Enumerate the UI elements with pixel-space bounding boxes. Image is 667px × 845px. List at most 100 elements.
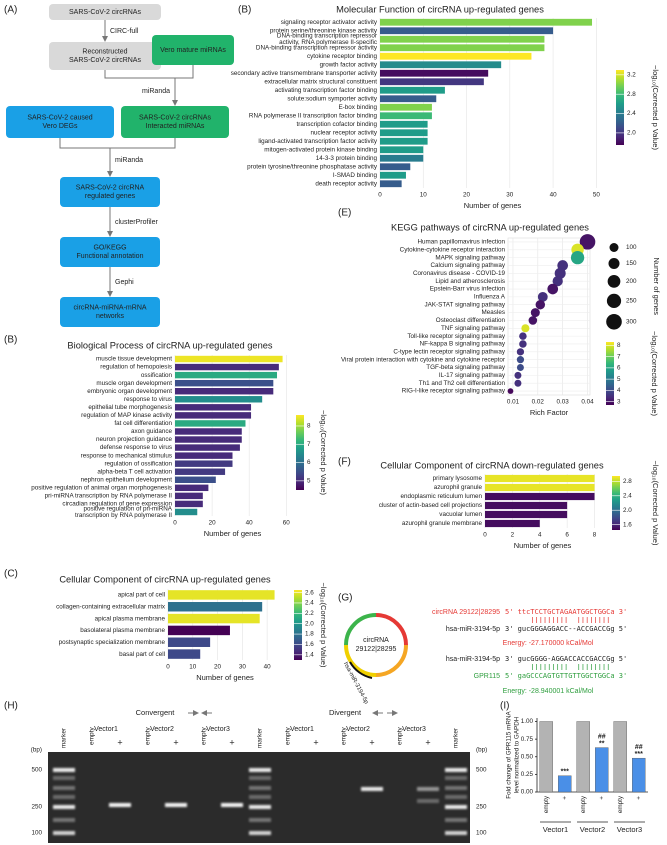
bar: [613, 721, 627, 793]
colorbar-tick-label: 2.6: [305, 589, 314, 596]
gel-band: [53, 818, 75, 822]
chart-title: Molecular Function of circRNA up-regulat…: [336, 4, 544, 14]
category-label: response to mechanical stimulus: [81, 452, 172, 459]
lane-label: +: [425, 737, 430, 747]
x-axis-label: Number of genes: [464, 201, 522, 210]
colorbar-tick-label: 6: [307, 459, 311, 466]
category-label: RNA polymerase II transcription factor b…: [249, 112, 378, 119]
category-label: DNA-binding transcription repressor acti…: [256, 44, 378, 51]
bar: [380, 171, 406, 179]
dot: [516, 348, 525, 356]
node-label: circRNA-miRNA-mRNA: [73, 305, 146, 312]
group-label: Vector3: [617, 825, 642, 834]
dot: [521, 324, 530, 333]
bar: [380, 61, 502, 69]
colorbar-title: −log₁₀(Corrected p Value): [319, 410, 328, 495]
bar: [485, 519, 540, 528]
panel-label: (B): [4, 335, 17, 346]
bar: [380, 35, 545, 43]
gel-group: Convergent: [136, 708, 176, 717]
seq-name: hsa-miR-3194-5p: [446, 626, 500, 633]
colorbar-tick-label: 4: [617, 387, 621, 394]
category-label: Osteoclast differentiation: [436, 317, 506, 324]
bar: [168, 590, 275, 600]
bar: [175, 388, 274, 395]
bar: [175, 371, 278, 379]
dot: [519, 332, 527, 340]
bar: [485, 492, 595, 501]
seq-name: hsa-miR-3194-5p: [446, 656, 500, 663]
node-label: SARS-CoV-2 caused: [27, 115, 92, 122]
panel-label: (G): [338, 593, 352, 604]
annotation: ##: [635, 744, 643, 751]
flow-node: [152, 35, 234, 65]
bar: [380, 103, 432, 111]
category-label: ossification: [141, 372, 173, 379]
flow-node: [49, 42, 161, 70]
lane-label: empty: [201, 727, 208, 745]
dot: [579, 234, 596, 250]
bar: [175, 363, 279, 371]
node-label: GO/KEGG: [93, 245, 126, 252]
category-label: nephron epithelium development: [81, 476, 173, 483]
bar: [380, 27, 554, 35]
colorbar: [294, 590, 302, 660]
category-label: defense response to virus: [100, 444, 172, 451]
bar: [380, 44, 545, 52]
dot: [547, 283, 559, 295]
bar: [175, 428, 242, 435]
lane-label: +: [369, 737, 374, 747]
bar: [485, 474, 595, 483]
category-label: protein serine/threonine kinase activity: [270, 27, 378, 34]
colorbar-title: −log₁₀(Corrected p Value): [319, 583, 328, 668]
x-tick-label: 6: [565, 532, 569, 539]
annotation: ##: [598, 733, 606, 740]
category-label: Toll-like receptor signaling pathway: [407, 333, 506, 340]
x-tick-label: 0: [378, 192, 382, 199]
colorbar-tick-label: 1.6: [623, 521, 632, 528]
category-label: transcription by RNA polymerase II: [75, 512, 172, 519]
dot: [530, 308, 540, 318]
dot: [552, 276, 563, 287]
bar: [380, 146, 424, 154]
x-tick-label: 0.02: [532, 399, 545, 406]
x-axis-label: Number of genes: [514, 541, 572, 550]
x-tick-label: empty: [543, 795, 550, 813]
colorbar-tick-label: 3: [617, 398, 621, 405]
category-label: TNF signaling pathway: [441, 325, 506, 332]
category-label: basolateral plasma membrane: [80, 627, 165, 634]
colorbar-title: −log₁₀(Corrected p Value): [651, 461, 660, 546]
colorbar-tick-label: 2.8: [627, 91, 636, 98]
flow-node: [49, 4, 161, 20]
x-tick-label: 2: [511, 532, 515, 539]
colorbar-tick-label: 7: [307, 441, 311, 448]
node-label: SARS-CoV-2 circRNA: [76, 185, 145, 192]
colorbar-tick-label: 2.0: [623, 507, 632, 514]
x-tick-label: 0: [166, 664, 170, 671]
lane-label: empty: [397, 727, 404, 745]
size-legend-dot: [606, 293, 622, 308]
category-label: ligand-activated transcription factor ac…: [258, 138, 377, 145]
category-label: 14-3-3 protein binding: [316, 155, 378, 162]
size-legend-title: Number of genes: [652, 258, 661, 316]
bar: [175, 460, 233, 467]
category-label: apical part of cell: [118, 592, 165, 599]
lane-label: +: [229, 737, 234, 747]
dot: [519, 340, 527, 348]
bar: [175, 379, 274, 387]
size-legend-label: 150: [626, 260, 637, 267]
gel-band: [53, 768, 75, 772]
bar: [175, 436, 242, 443]
category-label: Influenza A: [474, 294, 506, 301]
category-label: E-box binding: [338, 104, 377, 111]
edge-label: CIRC-full: [110, 28, 139, 35]
lane-label: +: [173, 737, 178, 747]
chart-title: KEGG pathways of circRNA up-regulated ge…: [391, 222, 589, 232]
y-tick-label: 1.00: [521, 718, 534, 725]
gel-band: [165, 803, 187, 807]
category-label: activity, RNA polymerase II-specific: [279, 39, 377, 46]
category-label: embryonic organ development: [87, 388, 172, 395]
bar: [380, 154, 424, 162]
category-label: TGF-beta signaling pathway: [426, 364, 506, 371]
